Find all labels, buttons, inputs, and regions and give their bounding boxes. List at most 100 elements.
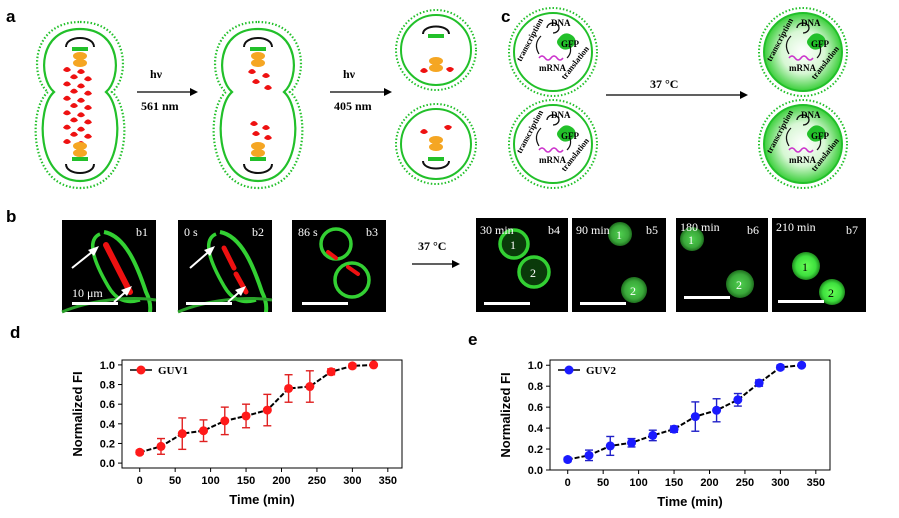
tile-b4-time: 30 min [480,223,514,237]
orange-bead [251,59,265,67]
y-tick-label: 0.8 [528,381,543,393]
red-protein [70,117,78,123]
red-protein [63,81,71,87]
x-tick-label: 100 [629,477,647,489]
x-tick-label: 50 [597,477,609,489]
tile-b4-id: b4 [548,223,560,237]
x-tick-label: 250 [308,475,326,487]
y-axis-label: Normalized FI [70,371,85,456]
y-tick-label: 0.0 [528,465,543,477]
data-point [135,447,145,457]
temperature-label-c: 37 °C [650,77,678,91]
red-protein [77,69,85,74]
orange-bead [73,149,87,157]
legend-label: GUV2 [586,365,616,377]
legend-label: GUV1 [158,365,188,377]
data-point [241,411,251,421]
red-protein [63,95,71,101]
panel-letter-b: b [6,207,16,226]
dna-label: DNA [551,110,571,120]
tile-b7-id: b7 [846,223,858,237]
arrow-37c-b: 37 °C [412,239,460,268]
cell-inner-membrane [513,12,593,92]
tile-b7-vesicle-2: 2 [828,286,834,300]
orange-bead [251,142,265,150]
data-point [262,405,272,415]
red-protein [84,76,92,82]
red-protein [63,124,71,130]
dna-label: DNA [801,18,821,28]
dna-loop [796,114,810,126]
cell-inner-membrane [763,12,843,92]
wavelength-label-1: 561 nm [141,99,179,113]
daughter-vesicle-top [395,9,477,91]
red-protein [84,90,92,96]
tile-b3-time: 86 s [298,225,318,239]
x-tick-label: 200 [700,477,718,489]
tile-b2-id: b2 [252,225,264,239]
data-point [754,378,764,388]
y-tick-label: 1.0 [528,360,543,372]
y-tick-label: 0.2 [100,438,115,450]
orange-bead [73,142,87,150]
red-protein [63,139,71,144]
dividing-vesicle-2 [212,20,304,190]
tile-b7-time: 210 min [776,220,816,234]
arrow-405nm: hν 405 nm [330,67,392,113]
data-point [627,438,637,448]
daughter-vesicle-bottom [395,103,477,185]
orange-bead [73,59,87,67]
red-protein [70,103,78,108]
translation-arrow [816,43,822,59]
red-protein [250,121,258,126]
x-tick-label: 150 [665,477,683,489]
x-tick-label: 350 [807,477,825,489]
translation-arrow [566,43,572,59]
dna-label: DNA [801,110,821,120]
y-tick-label: 1.0 [100,360,115,372]
x-tick-label: 250 [736,477,754,489]
gfp-label: GFP [561,131,579,141]
transcription-arrow [535,35,542,55]
red-protein [264,135,272,140]
tile-b7-vesicle-1: 1 [802,260,808,274]
red-protein [252,131,260,136]
cell-outer-membrane [758,99,848,189]
dna-loop [546,114,560,126]
y-tick-label: 0.6 [100,399,115,411]
data-point [775,362,785,372]
dna-label: DNA [551,18,571,28]
orange-bead [251,52,265,60]
y-axis-label: Normalized FI [498,372,513,457]
tile-b6-id: b6 [747,223,759,237]
data-point [797,360,807,370]
plot-frame [121,359,403,469]
x-tick-label: 0 [137,475,143,487]
mrna-label: mRNA [539,63,566,73]
tile-b6-vesicle-2: 2 [736,278,742,292]
tile-b4: 1 2 30 min b4 [476,218,568,312]
panel-letter-d: d [10,323,20,342]
translation-arrow [566,135,572,151]
gfp-label: GFP [561,39,579,49]
data-point [156,441,166,451]
tile-b2-time: 0 s [184,225,198,239]
y-tick-label: 0.6 [528,402,543,414]
plot-frame [549,359,831,471]
tile-b4-vesicle-1: 1 [510,238,516,252]
data-point [284,383,294,393]
red-protein [77,112,85,118]
translation-arrow [816,135,822,151]
tile-b6-time: 180 min [680,220,720,234]
tile-b5: 1 2 90 min b5 [572,218,666,312]
red-protein [70,131,78,137]
x-tick-label: 350 [379,475,397,487]
wavelength-label-2: 405 nm [334,99,372,113]
tile-b3: 86 s b3 [292,220,386,312]
panel-b-micrographs: 10 μm b1 0 s b2 86 s [61,218,866,314]
tile-b1-id: b1 [136,225,148,239]
mrna-strand [538,147,564,153]
data-point [712,405,722,415]
